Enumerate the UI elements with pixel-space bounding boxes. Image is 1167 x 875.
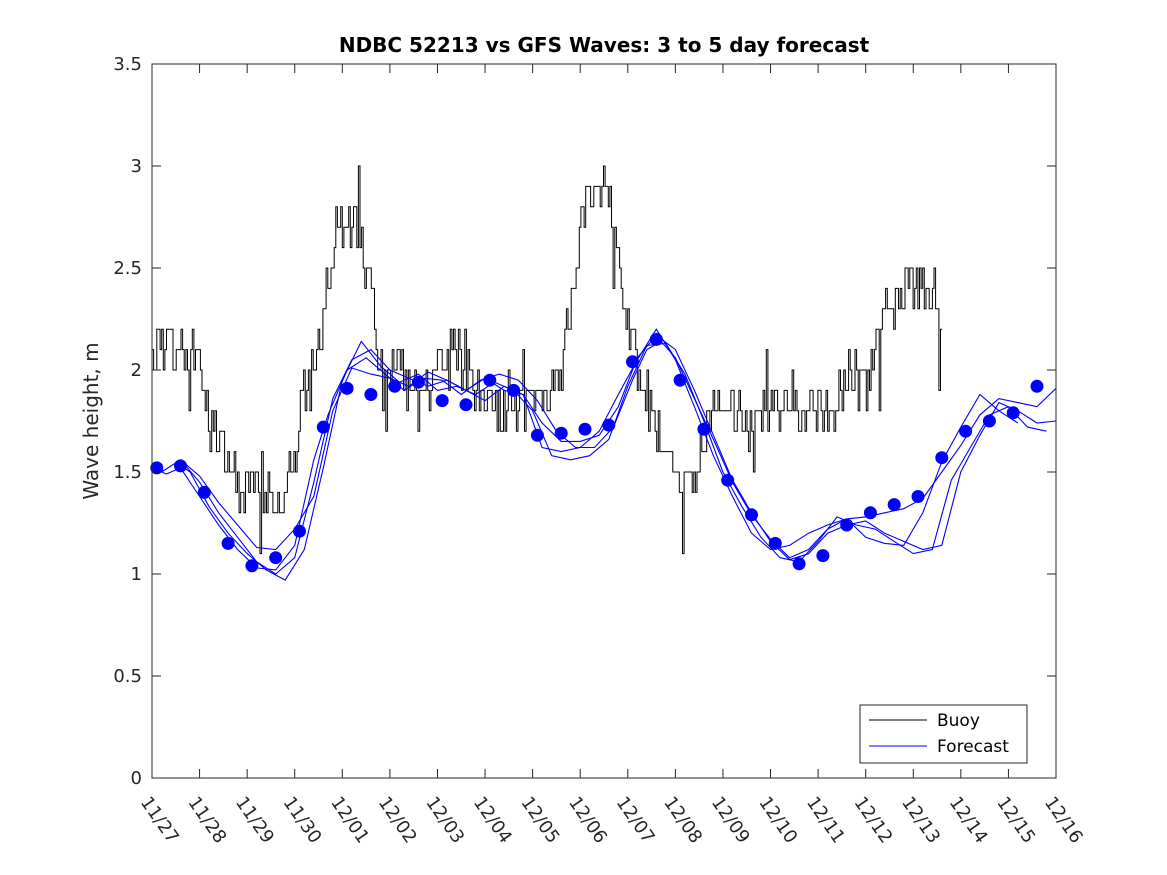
forecast-point [887, 498, 901, 512]
legend-box [859, 704, 1028, 764]
forecast-point [982, 414, 996, 428]
forecast-point [435, 394, 449, 408]
forecast-point [150, 461, 164, 475]
series-layer [150, 165, 1057, 581]
forecast-point [245, 559, 259, 573]
forecast-point [221, 536, 235, 550]
chart-title: NDBC 52213 vs GFS Waves: 3 to 5 day fore… [339, 33, 870, 57]
forecast-point [578, 422, 592, 436]
forecast-point [1030, 379, 1044, 393]
y-tick-label: 3 [131, 156, 142, 177]
forecast-point [1006, 406, 1020, 420]
y-tick-label: 3.5 [113, 54, 142, 75]
forecast-point [507, 383, 521, 397]
forecast-point [174, 459, 187, 473]
legend-forecast-label: Forecast [937, 737, 1009, 757]
forecast-point [626, 355, 639, 369]
forecast-point [959, 424, 973, 438]
y-axis-label: Wave height, m [79, 342, 103, 499]
y-tick-label: 1 [131, 564, 142, 585]
y-tick-label: 0 [131, 768, 142, 789]
forecast-point [388, 379, 402, 393]
forecast-series-line-4 [180, 328, 1019, 551]
legend-buoy-label: Buoy [937, 711, 980, 731]
legend: Buoy Forecast [859, 704, 1028, 764]
forecast-point [840, 518, 854, 532]
forecast-point [863, 506, 877, 520]
forecast-point [792, 557, 806, 571]
y-tick-label: 0.5 [113, 666, 142, 687]
forecast-point [673, 373, 687, 387]
forecast-point [768, 536, 782, 550]
buoy-series-line [152, 165, 943, 555]
forecast-point [530, 428, 544, 442]
axes-box [151, 63, 1057, 779]
forecast-point [269, 551, 283, 565]
forecast-point [649, 332, 663, 346]
forecast-point [197, 485, 211, 499]
forecast-point [602, 418, 616, 432]
forecast-point [697, 422, 711, 436]
forecast-point [316, 420, 330, 434]
forecast-point [721, 473, 735, 487]
forecast-point [340, 381, 354, 395]
forecast-point [745, 508, 758, 522]
forecast-point [816, 549, 830, 563]
y-tick-label: 2 [131, 360, 142, 381]
forecast-point [483, 373, 497, 387]
forecast-point [459, 398, 473, 412]
y-axis: 0 0.5 1 1.5 2 2.5 3 3.5 [113, 54, 1056, 789]
forecast-point [935, 451, 949, 465]
forecast-point [364, 388, 378, 401]
forecast-point [293, 524, 306, 538]
forecast-point [911, 490, 925, 503]
y-tick-label: 2.5 [113, 258, 142, 279]
forecast-point [411, 375, 425, 389]
y-tick-label: 1.5 [113, 462, 142, 483]
forecast-point [554, 426, 568, 440]
